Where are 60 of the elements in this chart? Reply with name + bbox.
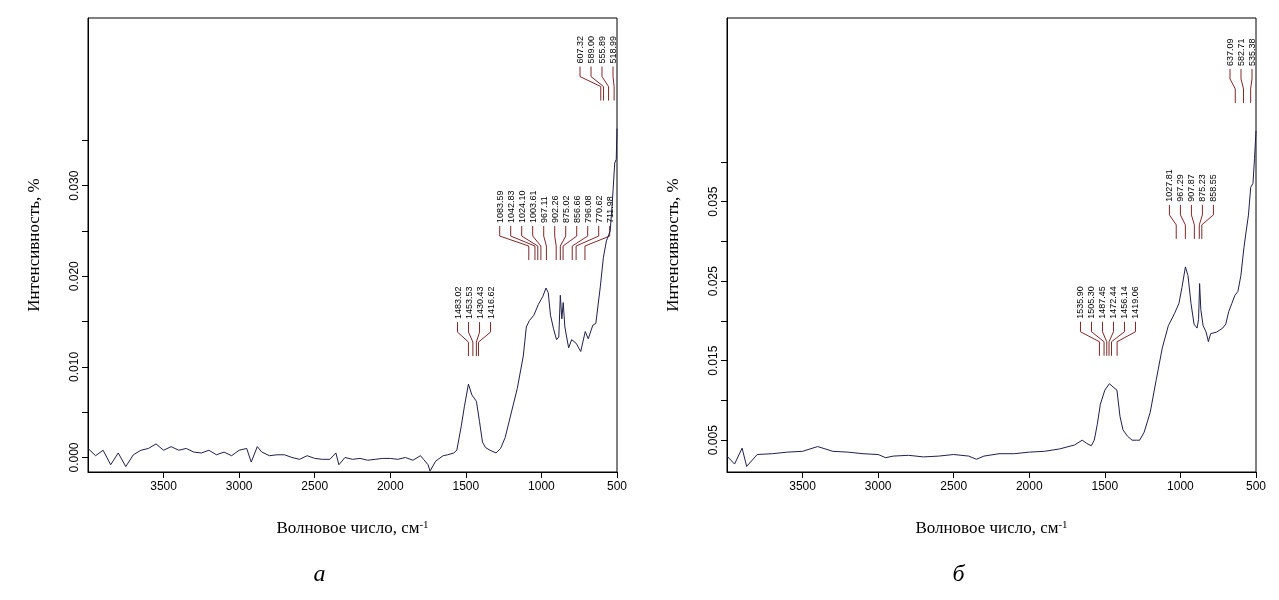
annotation: 907.87 [1186, 174, 1197, 202]
annotation: 607.32 [575, 36, 585, 64]
x-tick-label: 1000 [1167, 479, 1195, 493]
annotation: 535.38 [1247, 38, 1257, 66]
annotation: 555.89 [597, 36, 607, 64]
annotation: 967.29 [1175, 174, 1186, 202]
x-tick-label: 2000 [1015, 479, 1043, 493]
annotation: 1535.90 [1075, 286, 1086, 319]
annotation: 858.55 [1208, 174, 1219, 202]
y-tick-label: 0.005 [706, 424, 720, 456]
x-tick-label: 500 [1245, 479, 1267, 493]
x-tick-label: 3500 [150, 479, 178, 493]
x-tick-label: 2500 [301, 479, 329, 493]
annotation: 1027.81 [1164, 169, 1175, 202]
annotation: 875.23 [1197, 174, 1208, 202]
annotation: 711.98 [604, 196, 615, 224]
y-tick-label: 0.010 [67, 351, 81, 382]
annotation: 1483.02 [452, 286, 463, 320]
annotation: 637.09 [1225, 38, 1235, 66]
x-tick-label: 3000 [225, 479, 253, 493]
annotation: 770.62 [593, 195, 604, 224]
text: а [313, 560, 326, 586]
annotation: 582.71 [1236, 38, 1246, 66]
y-tick-label: 0.020 [67, 260, 81, 292]
annotation: 1024.10 [516, 190, 527, 224]
annotation: 967.11 [538, 196, 549, 224]
y-tick-label: 0.025 [706, 265, 720, 297]
x-tick-label: 1500 [1091, 479, 1119, 493]
annotation: 796.08 [582, 195, 593, 224]
annotation: 902.26 [549, 195, 560, 224]
annotation: 1430.43 [474, 286, 485, 320]
annotation: 1487.45 [1097, 286, 1108, 319]
x-tick-label: 2500 [940, 479, 968, 493]
x-tick-label: 2000 [376, 479, 404, 493]
annotation: 1453.53 [463, 286, 474, 320]
y-tick-label: 0.030 [67, 170, 81, 201]
annotation: 1042.83 [505, 190, 516, 224]
annotation: 856.66 [571, 195, 582, 224]
x-tick-label: 3000 [864, 479, 892, 493]
annotation: 1083.59 [494, 190, 505, 224]
x-tick-label: 1000 [528, 479, 556, 493]
text: б [952, 560, 966, 586]
y-axis-title: Интенсивность, % [24, 178, 43, 312]
annotation: 1003.61 [527, 190, 538, 224]
annotation: 1456.14 [1119, 286, 1130, 319]
annotation: 1416.62 [485, 286, 496, 320]
y-tick-label: 0.035 [706, 186, 720, 217]
annotation: 1419.06 [1130, 286, 1141, 319]
annotation: 1505.30 [1086, 286, 1097, 319]
y-axis-title: Интенсивность, % [663, 178, 682, 312]
line-series [726, 130, 1257, 467]
annotation: 518.99 [608, 36, 618, 64]
annotation: 589.00 [586, 36, 596, 64]
x-tick-label: 3500 [789, 479, 817, 493]
x-tick-label: 500 [606, 479, 628, 493]
y-tick-label: 0.000 [67, 442, 81, 473]
x-tick-label: 1500 [452, 479, 480, 493]
y-tick-label: 0.015 [706, 345, 720, 376]
annotation: 1472.44 [1108, 286, 1119, 319]
annotation: 875.02 [560, 195, 571, 224]
